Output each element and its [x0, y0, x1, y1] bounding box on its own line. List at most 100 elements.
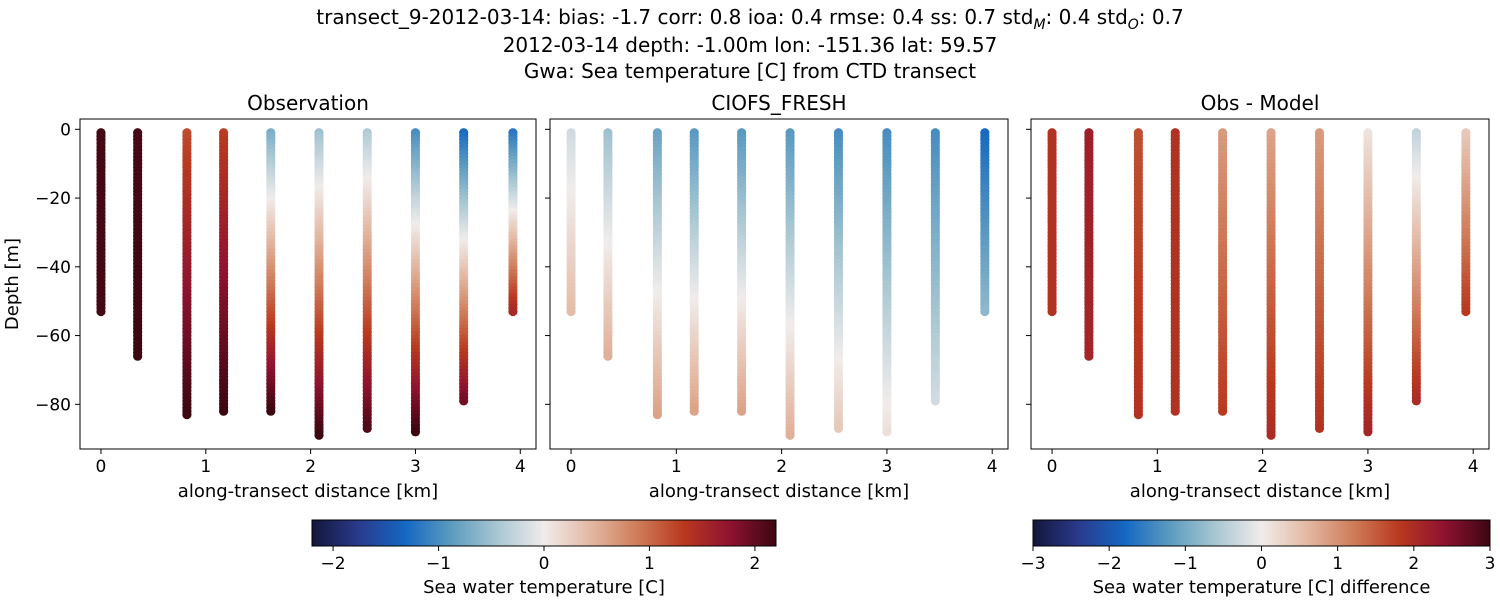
x-tick-label: 3	[1363, 457, 1374, 477]
data-point	[362, 423, 372, 433]
colorbar-1: −2 −1 0 1 2 Sea water temperature [C]	[311, 519, 777, 598]
data-point	[410, 427, 421, 437]
x-axis-label: along-transect distance [km]	[1130, 481, 1390, 502]
profile-4	[219, 128, 229, 416]
data-point	[566, 306, 576, 317]
y-tick-label: −80	[35, 395, 71, 415]
profile-2	[1084, 128, 1094, 361]
colorbar-gradient	[311, 519, 777, 547]
profile-6	[314, 128, 324, 440]
x-tick-label: 0	[1047, 457, 1058, 477]
x-tick-label: 3	[410, 457, 421, 477]
profile-9	[1411, 128, 1421, 406]
data-point	[930, 396, 940, 406]
data-point	[1133, 410, 1143, 420]
profile-5	[737, 128, 747, 416]
axes-frame	[1030, 118, 1490, 450]
data-point	[603, 351, 613, 361]
profile-2	[603, 128, 613, 361]
data-point	[1411, 396, 1421, 406]
figure-title-line1: transect_9-2012-03-14: bias: -1.7 corr: …	[316, 5, 1183, 33]
profile-7	[1314, 128, 1325, 433]
profile-3	[182, 128, 192, 420]
colorbar-tick-label: 1	[1332, 554, 1343, 574]
colorbar-tick-label: 2	[1408, 554, 1419, 574]
figure-title-line3: Gwa: Sea temperature [C] from CTD transe…	[524, 59, 976, 83]
panel-title: Obs - Model	[1201, 91, 1320, 115]
profile-6	[1266, 128, 1276, 440]
axes-frame	[79, 118, 537, 450]
data-point	[508, 306, 518, 317]
data-point	[219, 406, 229, 416]
profile-4	[689, 128, 699, 416]
profile-1	[566, 128, 576, 317]
colorbar-label: Sea water temperature [C]	[423, 577, 665, 598]
colorbar-tick-label: −2	[1097, 554, 1122, 574]
profile-10	[508, 128, 518, 317]
profile-1	[96, 128, 106, 317]
y-tick-label: −40	[35, 258, 71, 278]
x-tick-label: 2	[776, 457, 787, 477]
data-point	[459, 396, 469, 406]
colorbar-tick-label: 3	[1485, 554, 1496, 574]
profile-3	[1133, 128, 1143, 420]
y-tick-label: 0	[60, 120, 71, 140]
panel-3: Obs - Model 0 1 2 3 4 along-transect distance …	[1026, 91, 1490, 502]
x-tick-label: 4	[1468, 457, 1479, 477]
data-point	[882, 427, 892, 437]
y-axis-label: Depth [m]	[2, 238, 23, 330]
x-tick-label: 4	[515, 457, 526, 477]
data-point	[980, 306, 990, 317]
profile-8	[882, 128, 892, 437]
data-point	[1363, 427, 1373, 437]
figure-title-line2: 2012-03-14 depth: -1.00m lon: -151.36 la…	[503, 33, 998, 57]
x-axis-label: along-transect distance [km]	[649, 481, 909, 502]
x-tick-label: 0	[96, 457, 107, 477]
y-tick-label: −60	[35, 327, 71, 347]
data-point	[785, 430, 795, 440]
panel-title: CIOFS_FRESH	[711, 91, 846, 115]
data-point	[1170, 406, 1180, 416]
y-tick-label: −20	[35, 189, 71, 209]
colorbar-tick-label: 0	[539, 554, 550, 574]
profile-5	[1218, 128, 1228, 416]
x-tick-label: 1	[1152, 457, 1163, 477]
axes-frame	[549, 118, 1009, 450]
panel-title: Observation	[247, 91, 369, 115]
colorbar-gradient	[1032, 519, 1491, 547]
colorbar-tick-label: −2	[321, 554, 346, 574]
profile-9	[459, 128, 469, 406]
profile-6	[785, 128, 795, 440]
data-point	[689, 406, 699, 416]
colorbar-label: Sea water temperature [C] difference	[1093, 577, 1431, 598]
colorbar-tick-label: 1	[644, 554, 655, 574]
colorbar-tick-label: −3	[1020, 554, 1045, 574]
data-point	[1314, 423, 1325, 433]
data-point	[314, 430, 324, 440]
colorbar-tick-label: 0	[1256, 554, 1267, 574]
x-tick-label: 3	[882, 457, 893, 477]
profile-1	[1047, 128, 1057, 317]
x-tick-label: 1	[671, 457, 682, 477]
x-tick-label: 0	[566, 457, 577, 477]
data-point	[737, 406, 747, 416]
profile-9	[930, 128, 940, 406]
data-point	[182, 410, 192, 420]
profile-2	[133, 128, 143, 361]
data-point	[266, 406, 276, 416]
data-point	[652, 410, 662, 420]
colorbar-tick-label: −1	[426, 554, 451, 574]
data-point	[1461, 306, 1471, 317]
x-tick-label: 2	[1257, 457, 1268, 477]
data-point	[133, 351, 143, 361]
data-point	[1047, 306, 1057, 317]
data-point	[1084, 351, 1094, 361]
data-point	[1266, 430, 1276, 440]
profile-10	[980, 128, 990, 317]
profile-8	[410, 128, 421, 437]
colorbar-tick-label: −1	[1173, 554, 1198, 574]
profile-5	[266, 128, 276, 416]
profile-10	[1461, 128, 1471, 317]
